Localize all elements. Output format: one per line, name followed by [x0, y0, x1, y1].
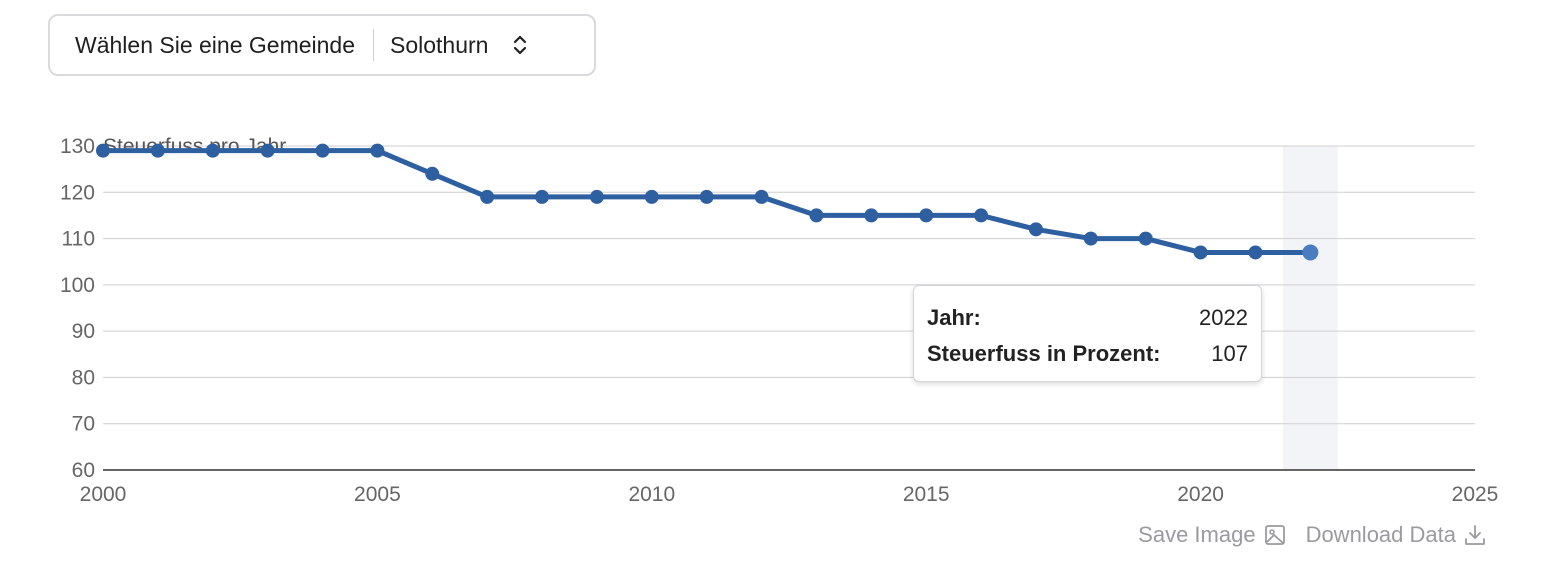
- x-tick-label: 2005: [354, 483, 401, 506]
- line-chart: 60 70 80 90 100 110 120 130 2000 2005 2010 2015 202…: [60, 135, 1499, 506]
- chart-title: Steuerfuss pro Jahr: [103, 135, 286, 158]
- data-point: [480, 189, 495, 204]
- download-icon: [1465, 525, 1485, 545]
- tooltip-key: Steuerfuss in Prozent:: [927, 341, 1161, 366]
- download-data-button[interactable]: Download Data: [1306, 522, 1486, 548]
- tooltip-row-year: Jahr: 2022: [927, 300, 1248, 336]
- data-point: [425, 166, 440, 181]
- download-data-label: Download Data: [1305, 522, 1456, 547]
- x-tick-label: 2000: [80, 483, 127, 506]
- x-tick-label: 2015: [903, 483, 950, 506]
- y-tick-label: 130: [60, 135, 95, 158]
- chevron-up-down-icon[interactable]: [510, 32, 530, 58]
- data-point: [644, 189, 659, 204]
- tooltip-value: 107: [1211, 341, 1248, 366]
- data-point: [260, 143, 275, 158]
- data-point: [589, 189, 604, 204]
- data-point: [1193, 245, 1208, 260]
- municipality-selector[interactable]: Wählen Sie eine Gemeinde Solothurn: [48, 14, 596, 76]
- x-tick-label: 2025: [1452, 483, 1499, 506]
- image-icon: [1264, 525, 1285, 545]
- data-point: [699, 189, 714, 204]
- selector-divider: [373, 29, 374, 61]
- data-point: [315, 143, 330, 158]
- selector-label: Wählen Sie eine Gemeinde: [75, 31, 355, 58]
- save-image-button[interactable]: Save Image: [1138, 522, 1285, 548]
- data-point: [370, 143, 385, 158]
- data-point: [1138, 231, 1153, 246]
- chart-actions: Save Image Download Data: [1138, 522, 1486, 548]
- tooltip-key: Jahr:: [927, 305, 981, 330]
- data-point: [809, 208, 824, 223]
- tooltip-value: 2022: [1199, 305, 1248, 330]
- data-point: [864, 208, 879, 223]
- y-tick-label: 100: [60, 274, 95, 297]
- y-tick-label: 90: [72, 320, 95, 343]
- y-tick-label: 120: [60, 181, 95, 204]
- data-point: [919, 208, 934, 223]
- y-tick-label: 80: [72, 366, 95, 389]
- data-point: [205, 143, 220, 158]
- x-tick-label: 2020: [1177, 483, 1224, 506]
- tooltip-row-rate: Steuerfuss in Prozent: 107: [927, 336, 1248, 372]
- data-point: [974, 208, 989, 223]
- data-point: [754, 189, 769, 204]
- y-tick-label: 110: [62, 228, 95, 251]
- y-tick-label: 70: [72, 413, 95, 436]
- data-point: [1028, 222, 1043, 237]
- data-point: [150, 143, 165, 158]
- data-point: [1083, 231, 1098, 246]
- data-point: [96, 143, 110, 158]
- active-data-point: [1302, 244, 1319, 261]
- save-image-label: Save Image: [1138, 522, 1256, 547]
- hover-band: [1282, 146, 1338, 470]
- data-point: [535, 189, 550, 204]
- x-tick-label: 2010: [628, 483, 675, 506]
- data-point: [1248, 245, 1263, 260]
- selector-value[interactable]: Solothurn: [390, 31, 489, 58]
- y-tick-label: 60: [72, 459, 95, 482]
- data-tooltip: Jahr: 2022 Steuerfuss in Prozent: 107: [913, 285, 1262, 382]
